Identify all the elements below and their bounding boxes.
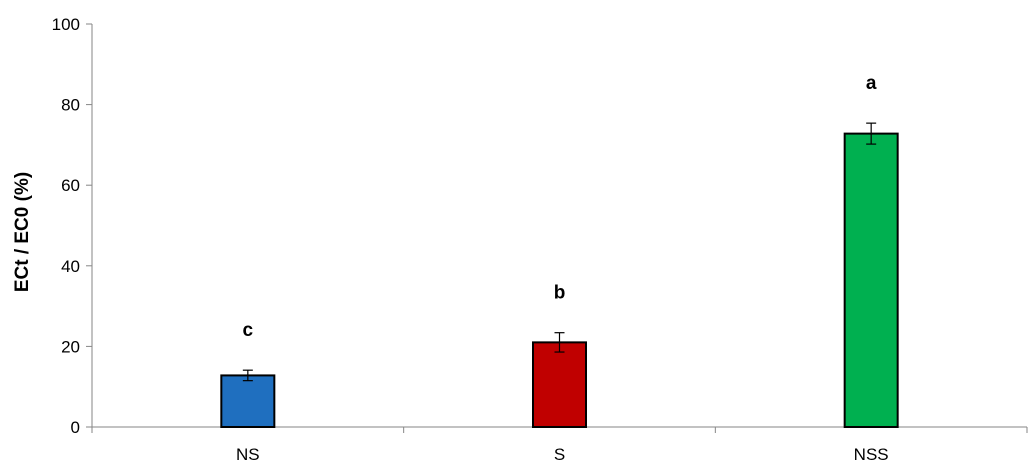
bar-ns <box>220 374 276 428</box>
significance-label: c <box>243 320 254 341</box>
y-tick-label: 20 <box>61 337 80 356</box>
y-tick-label: 60 <box>61 176 80 195</box>
y-tick-label: 40 <box>61 257 80 276</box>
y-axis: 0 20 40 60 80 100 <box>52 15 92 437</box>
error-bar <box>554 332 565 353</box>
bar-series: c b a <box>220 73 899 428</box>
error-bar <box>242 369 253 382</box>
x-tick-label: NSS <box>854 445 889 464</box>
y-tick-label: 100 <box>52 15 80 34</box>
bar-s <box>532 341 587 428</box>
y-axis-title: ECt / EC0 (%) <box>12 172 33 292</box>
significance-label: b <box>554 283 566 304</box>
x-tick-label: NS <box>236 445 260 464</box>
significance-label: a <box>866 73 877 94</box>
y-tick-label: 0 <box>71 418 80 437</box>
y-tick-label: 80 <box>61 96 80 115</box>
x-tick-label: S <box>554 445 565 464</box>
x-axis: NS S NSS <box>91 427 1028 464</box>
bar-nss <box>843 132 899 428</box>
error-bar <box>866 122 877 145</box>
